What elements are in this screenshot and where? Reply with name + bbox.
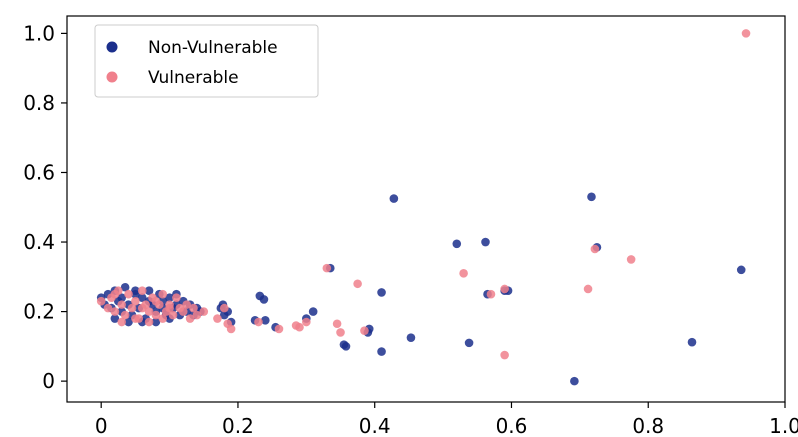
y-tick-label: 1.0 — [23, 21, 55, 45]
y-axis: 0 0.2 0.4 0.6 0.8 1.0 — [23, 21, 67, 393]
legend-box — [94, 24, 319, 98]
data-point — [144, 286, 154, 296]
data-point — [353, 279, 362, 289]
data-point — [182, 300, 191, 309]
data-point — [341, 342, 351, 351]
data-point — [120, 282, 130, 292]
data-point — [336, 328, 345, 337]
data-point — [172, 293, 181, 302]
data-point — [110, 289, 120, 299]
data-point — [486, 289, 496, 299]
data-point — [158, 289, 168, 299]
data-point — [587, 192, 596, 202]
x-tick-label: 0.6 — [496, 414, 528, 437]
data-point — [377, 288, 386, 297]
data-point — [185, 314, 195, 323]
legend-label-non-vulnerable: Non-Vulnerable — [148, 38, 278, 58]
data-point — [137, 286, 147, 296]
data-point — [103, 303, 113, 313]
data-point — [117, 317, 127, 327]
data-point — [360, 326, 369, 336]
data-point — [151, 310, 161, 320]
data-point — [137, 293, 147, 302]
legend-marker-non-vulnerable — [106, 41, 118, 53]
data-point — [377, 347, 386, 356]
data-point — [131, 314, 140, 323]
series-vulnerable — [96, 29, 751, 360]
data-point — [213, 314, 222, 323]
y-tick-label: 0.6 — [23, 160, 55, 184]
data-point — [459, 269, 468, 278]
data-point — [117, 293, 127, 302]
data-point — [117, 300, 127, 309]
y-tick-label: 0 — [42, 369, 55, 393]
data-point — [261, 315, 270, 325]
data-point — [406, 333, 416, 342]
data-point — [736, 265, 746, 275]
data-point — [259, 295, 269, 304]
data-point — [151, 317, 161, 327]
data-point — [389, 194, 399, 203]
data-point — [131, 296, 140, 306]
data-point — [570, 376, 579, 386]
data-point — [590, 244, 600, 254]
data-point — [687, 337, 697, 347]
data-point — [302, 317, 311, 327]
data-point — [192, 310, 202, 320]
data-point — [144, 307, 154, 316]
data-point — [131, 286, 140, 296]
data-point — [464, 338, 474, 348]
y-tick-label: 0.4 — [23, 230, 55, 254]
data-point — [124, 317, 133, 327]
data-point — [137, 303, 147, 313]
data-point — [295, 322, 304, 332]
data-point — [500, 284, 509, 294]
data-point — [308, 307, 318, 316]
legend-label-vulnerable: Vulnerable — [148, 68, 239, 88]
data-point — [124, 289, 133, 299]
plot-frame — [66, 15, 786, 403]
data-point — [199, 307, 209, 316]
data-point — [151, 296, 161, 306]
x-tick-label: 0.2 — [222, 414, 254, 437]
data-point — [500, 350, 509, 360]
data-point — [158, 314, 168, 323]
data-point — [110, 307, 120, 316]
legend: Non-Vulnerable Vulnerable — [94, 24, 319, 98]
data-point — [168, 310, 178, 320]
data-point — [189, 303, 198, 313]
data-point — [178, 307, 188, 316]
y-tick-label: 0.2 — [23, 300, 55, 324]
data-point — [452, 239, 462, 249]
legend-marker-vulnerable — [106, 71, 118, 83]
points-layer — [96, 29, 751, 386]
series-non-vulnerable — [96, 192, 746, 386]
x-tick-label: 0.8 — [632, 414, 664, 437]
data-point — [120, 310, 130, 320]
data-point — [165, 293, 174, 302]
data-point — [127, 303, 137, 313]
data-point — [322, 263, 332, 273]
data-point — [626, 255, 636, 264]
data-point — [110, 314, 120, 323]
data-point — [165, 303, 174, 313]
data-point — [741, 29, 751, 38]
data-point — [274, 324, 284, 334]
x-tick-label: 0.4 — [359, 414, 391, 437]
data-point — [144, 317, 154, 327]
x-axis: 0 0.2 0.4 0.6 0.8 1.0 — [95, 402, 798, 437]
data-point — [219, 303, 229, 313]
data-point — [96, 296, 106, 306]
data-point — [226, 324, 236, 334]
x-tick-label: 0 — [95, 414, 108, 437]
data-point — [332, 319, 342, 329]
data-point — [583, 284, 593, 294]
x-tick-label: 1.0 — [769, 414, 798, 437]
data-point — [254, 317, 263, 327]
data-point — [481, 237, 490, 247]
y-tick-label: 0.8 — [23, 91, 55, 115]
